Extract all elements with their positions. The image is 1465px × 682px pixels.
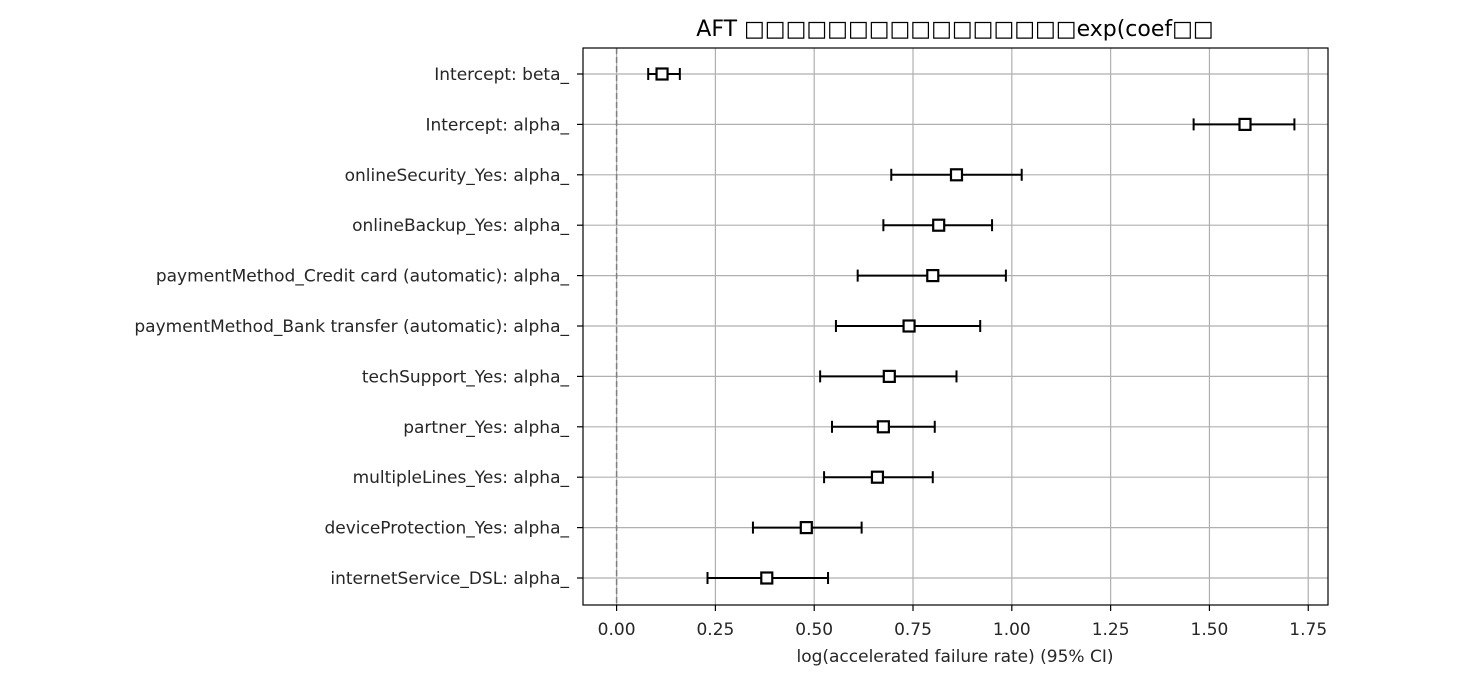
error-bars [647, 67, 1296, 585]
error-bar [647, 67, 681, 81]
error-bar [856, 269, 1007, 283]
coef-marker [882, 369, 896, 383]
error-bar [751, 520, 863, 535]
coef-marker [1238, 117, 1252, 132]
error-bar [706, 571, 830, 585]
coef-marker [876, 420, 890, 434]
y-tick-label: deviceProtection_Yes: alpha_ [324, 519, 569, 539]
coef-marker [870, 470, 885, 484]
y-tick-label: paymentMethod_Credit card (automatic): a… [156, 267, 570, 287]
coef-marker [926, 269, 940, 283]
y-tick-label: onlineSecurity_Yes: alpha_ [345, 166, 570, 186]
x-axis-label: log(accelerated failure rate) (95% CI) [796, 647, 1113, 667]
coef-marker [760, 571, 774, 585]
x-tick-label: 0.50 [795, 620, 833, 640]
error-bar [882, 218, 994, 232]
error-bar [830, 420, 936, 434]
x-tick-label: 0.00 [598, 620, 636, 640]
y-tick-label: Intercept: alpha_ [425, 115, 569, 135]
coef-marker [932, 218, 946, 232]
chart-title: AFT □□□□□□□□□□□□□□□□exp(coef□□ [696, 17, 1213, 42]
error-bar [819, 369, 958, 383]
error-bar [1192, 117, 1296, 132]
coef-marker [902, 319, 916, 333]
y-tick-label: paymentMethod_Bank transfer (automatic):… [134, 317, 569, 337]
y-tick-label: onlineBackup_Yes: alpha_ [352, 216, 569, 236]
error-bar [823, 470, 934, 484]
y-tick-label: multipleLines_Yes: alpha_ [353, 468, 570, 488]
x-tick-label: 1.00 [993, 620, 1031, 640]
y-tick-label: internetService_DSL: alpha_ [330, 569, 569, 589]
x-tick-label: 1.75 [1289, 620, 1327, 640]
coef-marker [799, 520, 813, 535]
coef-marker [655, 67, 669, 81]
y-tick-label: Intercept: beta_ [434, 65, 569, 85]
y-tick-label: partner_Yes: alpha_ [403, 418, 569, 438]
y-axis-ticks: Intercept: beta_ Intercept: alpha_ onlineS… [134, 65, 583, 589]
x-tick-label: 0.75 [894, 620, 932, 640]
x-axis-ticks: 0.00 0.25 0.50 0.75 1.00 1.25 1.50 1.75 [598, 605, 1327, 640]
x-tick-label: 0.25 [696, 620, 734, 640]
x-tick-label: 1.50 [1191, 620, 1229, 640]
x-tick-label: 1.25 [1092, 620, 1130, 640]
error-bar [834, 319, 982, 333]
y-tick-label: techSupport_Yes: alpha_ [362, 367, 570, 387]
error-bar [890, 168, 1023, 182]
coef-marker [949, 168, 964, 182]
